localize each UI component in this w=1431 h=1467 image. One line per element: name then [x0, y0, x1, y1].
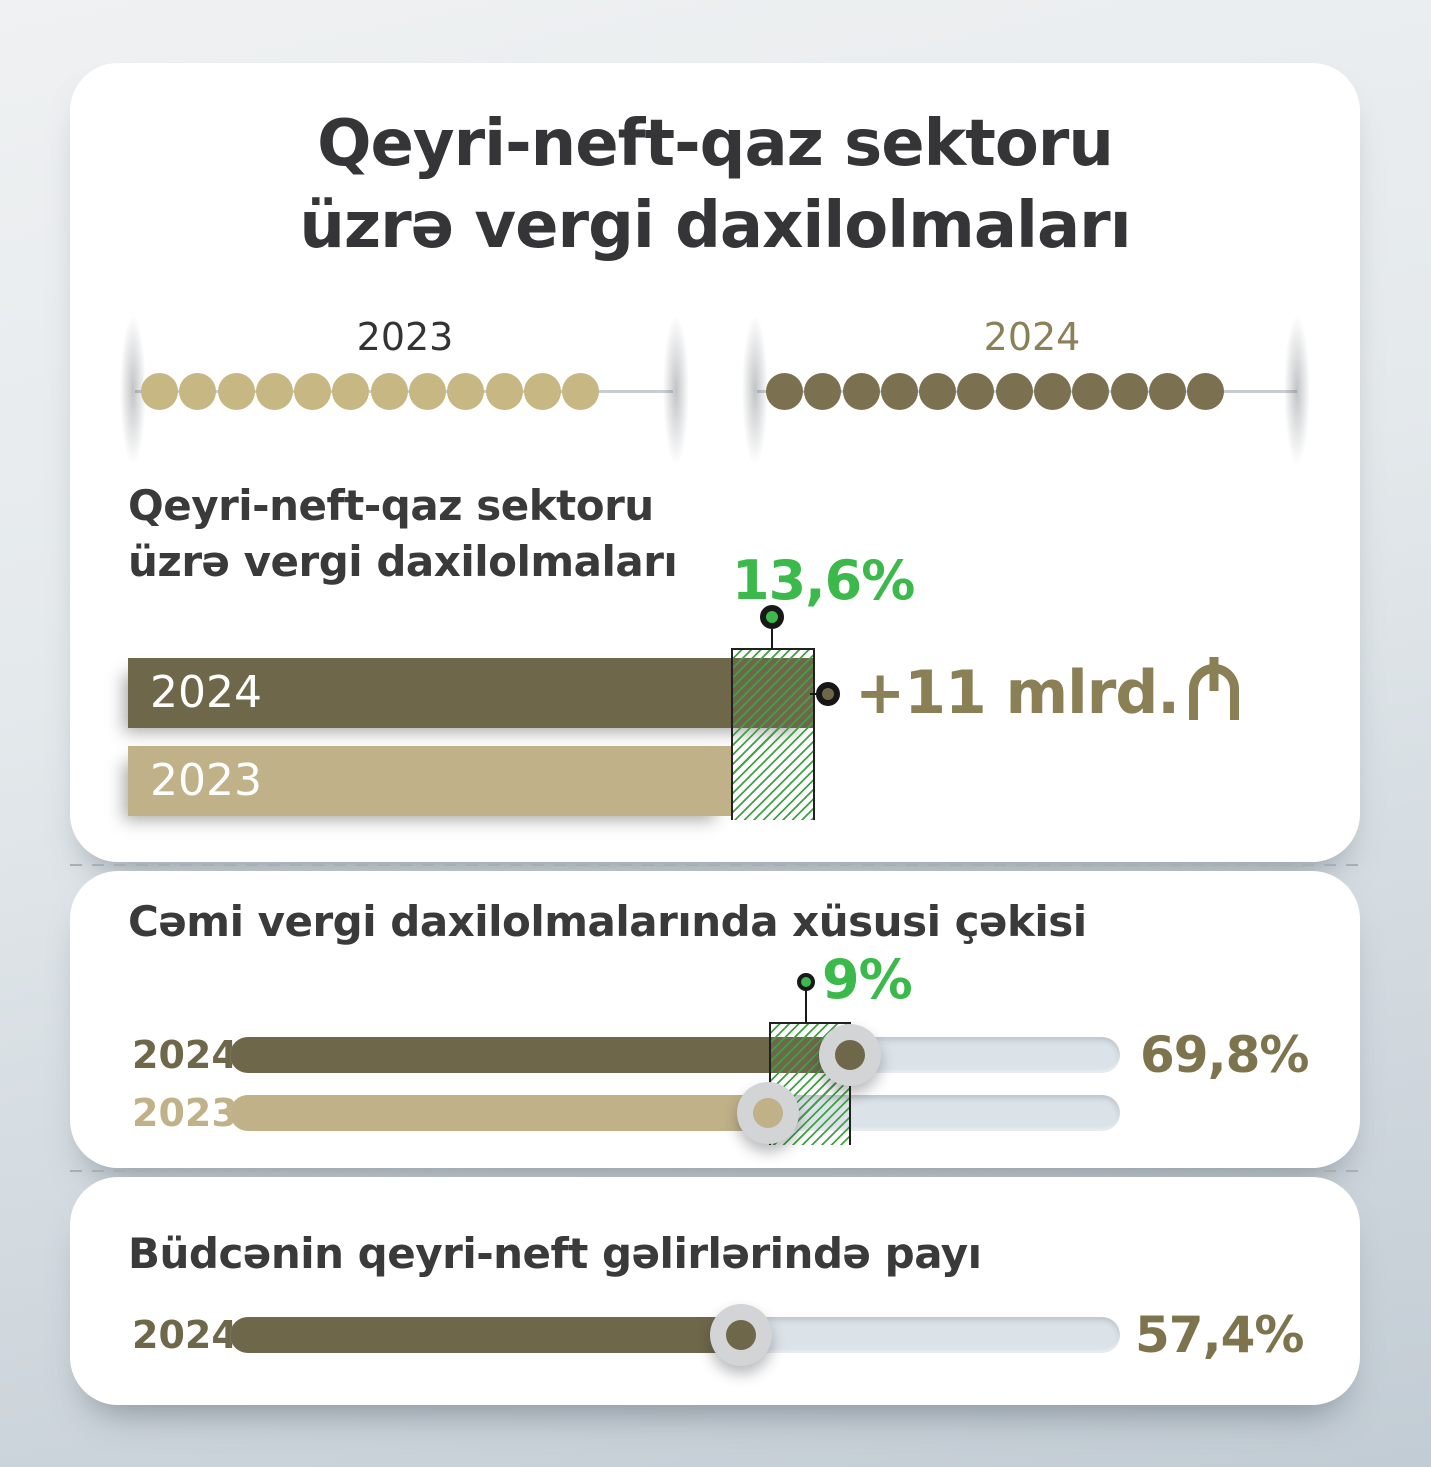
perforation-line: [70, 1170, 1360, 1172]
timeline-dot: [332, 373, 370, 410]
pin-icon: [760, 605, 784, 629]
bar-2023: 2023: [128, 746, 731, 816]
timeline-dot: [957, 373, 995, 410]
slider-knob-2024: [710, 1304, 772, 1366]
card-tax-revenues: Qeyri-neft-qaz sektoru üzrə vergi daxilo…: [70, 63, 1360, 862]
timeline-dot: [842, 373, 880, 410]
timeline-dot: [804, 373, 842, 410]
timeline-dot: [294, 373, 332, 410]
timeline-dot: [370, 373, 408, 410]
value-2024: 57,4%: [1135, 1306, 1304, 1364]
timeline-dot: [255, 373, 293, 410]
timeline-dot: [766, 373, 803, 410]
rail-fold-shadow: [1284, 315, 1310, 465]
bar-2024: 2024: [128, 658, 815, 728]
slider-fill-2024: [230, 1037, 850, 1073]
card3-title: Büdcənin qeyri-neft gəlirlərində payı: [128, 1229, 982, 1278]
page-title-line2: üzrə vergi daxilolmaları: [299, 189, 1131, 263]
timeline-dot: [1148, 373, 1186, 410]
rail-fold-shadow: [742, 315, 768, 465]
slider-fill-2024: [230, 1317, 741, 1353]
timeline-dot: [995, 373, 1033, 410]
row-2024-label: 2024: [132, 1033, 238, 1077]
timeline-dot: [485, 373, 523, 410]
timeline-dot: [1034, 373, 1072, 410]
row-2024-label: 2024: [132, 1313, 238, 1357]
timeline-dots-2024: [766, 373, 1225, 410]
card-share-budget: Büdcənin qeyri-neft gəlirlərində payı 20…: [70, 1177, 1360, 1405]
timeline-year-2024: 2024: [983, 315, 1081, 359]
page-title: Qeyri-neft-qaz sektoru üzrə vergi daxilo…: [70, 103, 1360, 267]
delta-amount: +11 mlrd.: [855, 658, 1240, 728]
card-share-total-tax: Cəmi vergi daxilolmalarında xüsusi çəkis…: [70, 871, 1360, 1168]
timeline-dots-2023: [141, 373, 600, 410]
timeline-dot: [217, 373, 255, 410]
timeline-dot: [919, 373, 957, 410]
diff-percent-label: 9%: [822, 948, 913, 1011]
chart-subtitle: Qeyri-neft-qaz sektoru üzrə vergi daxilo…: [128, 478, 678, 590]
value-2024: 69,8%: [1140, 1026, 1309, 1084]
timeline-dot: [1072, 373, 1110, 410]
slider-knob-2023: [737, 1082, 799, 1144]
chart-subtitle-line2: üzrə vergi daxilolmaları: [128, 537, 678, 586]
slider-knob-2024: [819, 1024, 881, 1086]
timeline-dot: [562, 373, 600, 410]
slider-fill-2023: [230, 1095, 768, 1131]
timeline-dot: [179, 373, 217, 410]
row-2023-label: 2023: [132, 1091, 238, 1135]
rail-fold-shadow: [663, 315, 689, 465]
page-title-line1: Qeyri-neft-qaz sektoru: [317, 107, 1114, 181]
timeline-dot: [141, 373, 178, 410]
timeline-dot: [1110, 373, 1148, 410]
growth-percent-label: 13,6%: [732, 549, 915, 612]
timeline-dot: [880, 373, 918, 410]
timeline-dot: [523, 373, 561, 410]
timeline-year-2023: 2023: [356, 315, 454, 359]
growth-hatch-box: [731, 648, 815, 820]
card2-title: Cəmi vergi daxilolmalarında xüsusi çəkis…: [128, 897, 1087, 946]
marker-dot-icon: [816, 682, 840, 706]
delta-amount-text: +11 mlrd.: [855, 658, 1180, 728]
pin-stem: [771, 629, 773, 649]
timeline-dot: [409, 373, 447, 410]
perforation-line: [70, 864, 1360, 866]
bar-2024-label: 2024: [150, 667, 262, 718]
manat-icon: [1189, 664, 1240, 720]
chart-subtitle-line1: Qeyri-neft-qaz sektoru: [128, 481, 654, 530]
bar-2023-label: 2023: [150, 755, 262, 806]
timeline-dot: [1187, 373, 1225, 410]
timeline-dot: [447, 373, 485, 410]
pin-stem: [805, 991, 807, 1022]
pin-icon: [797, 973, 815, 991]
